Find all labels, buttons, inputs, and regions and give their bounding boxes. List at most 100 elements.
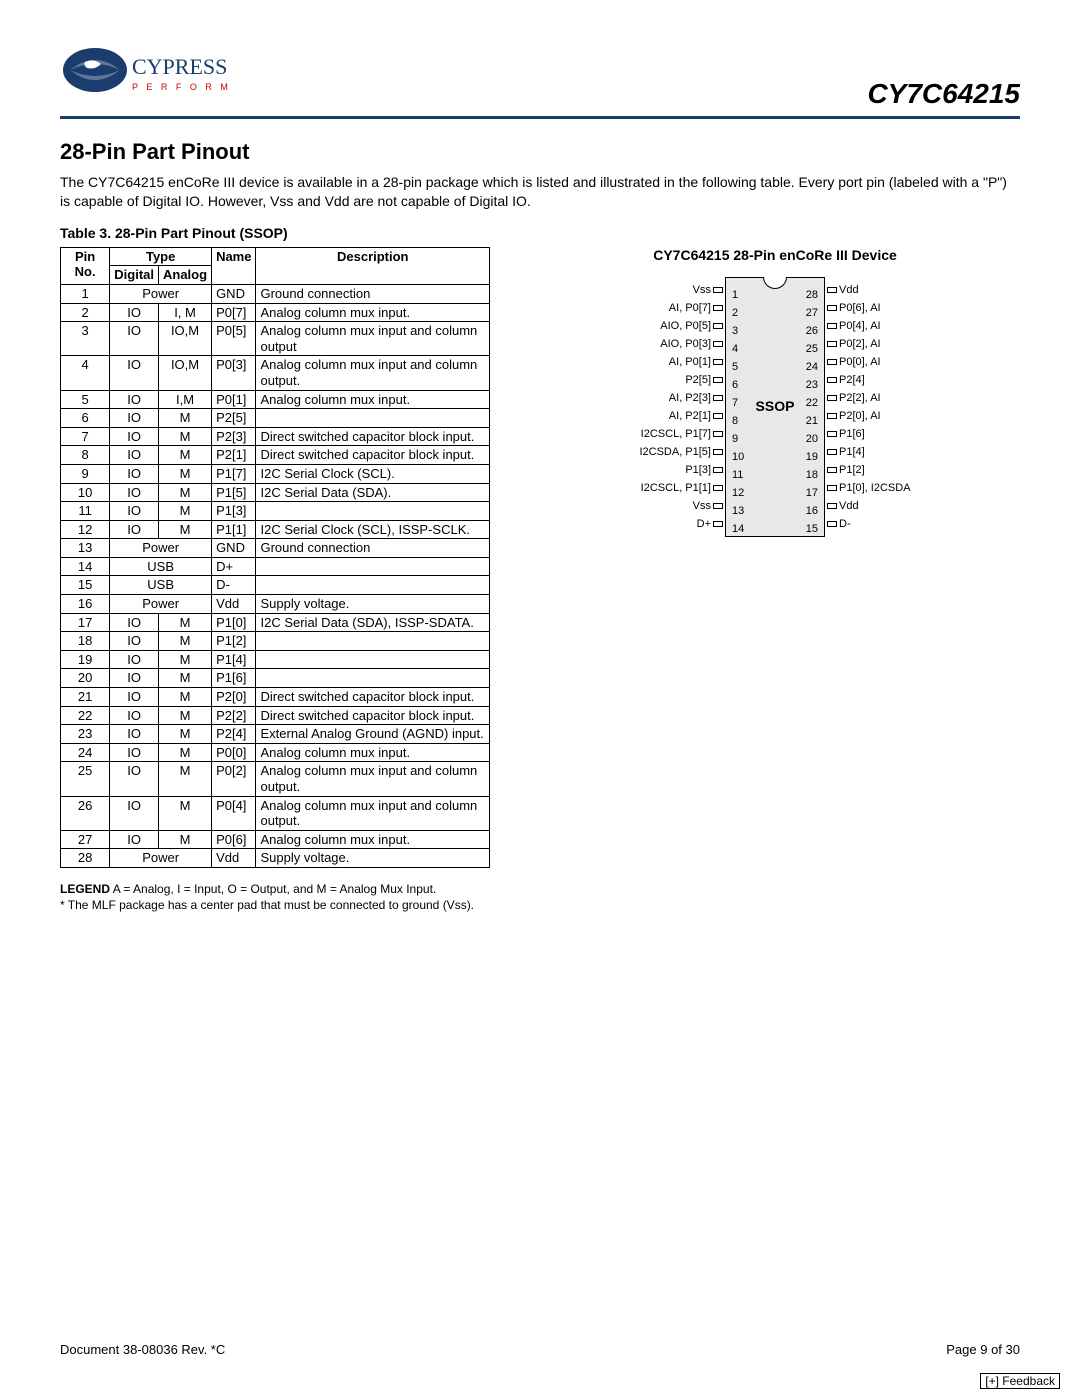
th-digital: Digital [110,266,159,285]
pin-right: P0[2], AI [825,335,911,353]
cell-analog: M [159,688,212,707]
pin-label: AIO, P0[5] [660,320,711,332]
cell-analog: M [159,650,212,669]
cell-desc: Ground connection [256,539,490,558]
pin-pad-icon [827,413,837,419]
cell-digital: IO [110,743,159,762]
pin-label: P1[6] [839,428,865,440]
cell-name: P0[5] [212,322,256,356]
legend: LEGEND A = Analog, I = Input, O = Output… [60,882,1020,913]
cell-desc: Analog column mux input. [256,830,490,849]
pin-pad-icon [713,449,723,455]
cell-name: P0[7] [212,303,256,322]
pin-label: P1[0], I2CSDA [839,482,911,494]
pin-label: AI, P0[7] [669,302,711,314]
cell-digital: IO [110,409,159,428]
cell-digital: IO [110,796,159,830]
pin-pad-icon [713,431,723,437]
pin-label: P1[3] [685,464,711,476]
pin-number: 10 [728,448,748,466]
pin-pad-icon [827,485,837,491]
cell-name: Vdd [212,595,256,614]
cell-analog: M [159,409,212,428]
cell-digital: IO [110,427,159,446]
cell-pin-no: 18 [61,632,110,651]
pin-label: P0[0], AI [839,356,881,368]
pin-number: 8 [728,412,748,430]
pin-number: 7 [728,394,748,412]
cell-pin-no: 17 [61,613,110,632]
cell-analog: M [159,464,212,483]
pin-number: 15 [802,520,822,538]
cell-desc: I2C Serial Clock (SCL). [256,464,490,483]
cell-desc: Analog column mux input. [256,743,490,762]
cell-desc [256,669,490,688]
cell-pin-no: 11 [61,502,110,521]
cell-name: P1[6] [212,669,256,688]
cell-name: P2[0] [212,688,256,707]
cell-type-merged: Power [110,539,212,558]
th-type: Type [110,247,212,266]
cell-desc: Analog column mux input and column outpu… [256,796,490,830]
th-pin: Pin No. [61,247,110,284]
feedback-button[interactable]: [+] Feedback [980,1373,1060,1389]
pin-right: Vdd [825,281,911,299]
pin-label: AIO, P0[3] [660,338,711,350]
cell-pin-no: 24 [61,743,110,762]
cell-analog: M [159,446,212,465]
cell-pin-no: 7 [61,427,110,446]
table-row: 20IOMP1[6] [61,669,490,688]
pin-number: 22 [802,394,822,412]
pin-pad-icon [827,341,837,347]
pin-right: P1[0], I2CSDA [825,479,911,497]
cell-desc [256,557,490,576]
pin-left: I2CSCL, P1[1] [639,479,725,497]
table-row: 11IOMP1[3] [61,502,490,521]
cell-analog: M [159,427,212,446]
table-row: 22IOMP2[2]Direct switched capacitor bloc… [61,706,490,725]
cell-name: P2[3] [212,427,256,446]
cell-type-merged: Power [110,595,212,614]
pin-right: P2[2], AI [825,389,911,407]
pin-label: P0[6], AI [839,302,881,314]
table-row: 12IOMP1[1]I2C Serial Clock (SCL), ISSP-S… [61,520,490,539]
part-number: CY7C64215 [867,78,1020,110]
cell-pin-no: 23 [61,725,110,744]
cell-analog: M [159,613,212,632]
chip-diagram: VssAI, P0[7]AIO, P0[5]AIO, P0[3]AI, P0[1… [639,273,910,537]
cell-digital: IO [110,356,159,390]
pin-number: 14 [728,520,748,538]
cell-digital: IO [110,502,159,521]
table-row: 19IOMP1[4] [61,650,490,669]
cell-pin-no: 15 [61,576,110,595]
cell-name: P1[0] [212,613,256,632]
table-row: 21IOMP2[0]Direct switched capacitor bloc… [61,688,490,707]
pin-pad-icon [713,341,723,347]
pin-number: 16 [802,502,822,520]
pin-right: P1[2] [825,461,911,479]
cell-analog: M [159,502,212,521]
cell-name: P1[2] [212,632,256,651]
cell-pin-no: 13 [61,539,110,558]
table-row: 2IOI, MP0[7]Analog column mux input. [61,303,490,322]
pin-pad-icon [827,305,837,311]
cell-name: Vdd [212,849,256,868]
cell-pin-no: 8 [61,446,110,465]
cell-desc: Analog column mux input and column outpu… [256,356,490,390]
cell-digital: IO [110,322,159,356]
pinout-table: Pin No. Type Name Description Digital An… [60,247,490,868]
cell-pin-no: 12 [61,520,110,539]
pin-label: P2[4] [839,374,865,386]
cell-name: D+ [212,557,256,576]
pin-number: 26 [802,322,822,340]
cell-pin-no: 1 [61,284,110,303]
pin-label: AI, P2[1] [669,410,711,422]
cell-digital: IO [110,762,159,796]
cell-pin-no: 27 [61,830,110,849]
cell-desc [256,650,490,669]
cell-name: P2[4] [212,725,256,744]
cell-name: P0[3] [212,356,256,390]
table-row: 14USBD+ [61,557,490,576]
pin-left: AI, P0[1] [639,353,725,371]
pin-left: D+ [639,515,725,533]
